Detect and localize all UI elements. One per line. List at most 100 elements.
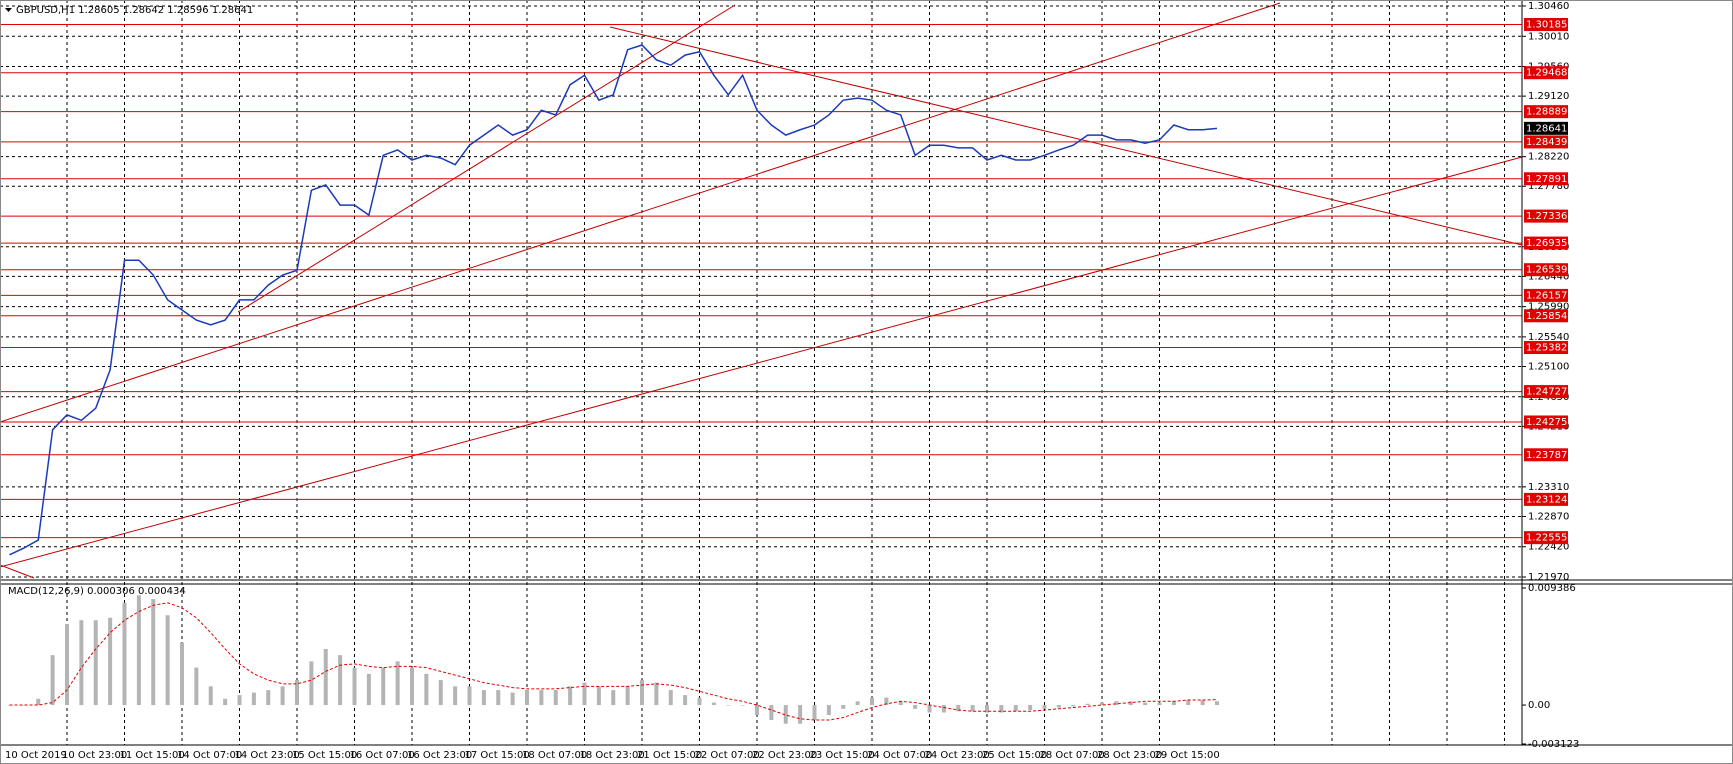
- y-tick-label: 1.30010: [1528, 31, 1569, 42]
- level-label-box: [1524, 263, 1568, 277]
- trend-line: [0, 156, 1523, 568]
- macd-bar: [165, 615, 170, 706]
- macd-bar: [812, 705, 817, 721]
- x-tick-label: 15 Oct 15:00: [292, 750, 357, 761]
- level-label: 1.25854: [1526, 311, 1567, 322]
- macd-bar: [251, 692, 256, 706]
- grid: [0, 0, 1522, 745]
- x-tick-label: 22 Oct 23:00: [752, 750, 817, 761]
- macd-bar: [453, 686, 458, 706]
- y-tick-label: 1.21970: [1528, 572, 1569, 583]
- x-tick-label: 14 Oct 07:00: [177, 750, 242, 761]
- macd-bar: [136, 595, 141, 706]
- collapse-icon[interactable]: [5, 8, 12, 12]
- symbol-title: GBPUSD,H1 1.28605 1.28642 1.28596 1.2864…: [16, 5, 253, 16]
- level-label: 1.27891: [1526, 174, 1567, 185]
- macd-bar: [970, 705, 975, 712]
- level-label: 1.30185: [1526, 19, 1567, 30]
- level-label-box: [1524, 66, 1568, 80]
- level-label: 1.23124: [1526, 494, 1567, 505]
- level-label-box: [1524, 17, 1568, 31]
- data-layer: [0, 23, 1522, 724]
- macd-bar: [366, 673, 371, 706]
- y-tick-label: 1.28220: [1528, 152, 1569, 163]
- macd-bar: [683, 695, 688, 706]
- macd-bar: [985, 705, 989, 713]
- level-label-box: [1524, 172, 1568, 186]
- y-tick-label: 1.25990: [1528, 302, 1569, 313]
- y-tick-label: 1.29120: [1528, 91, 1569, 102]
- macd-bar: [553, 690, 558, 706]
- macd-bar: [568, 686, 573, 706]
- macd-bar: [410, 667, 414, 706]
- macd-bar: [36, 698, 41, 706]
- level-label: 1.26157: [1526, 290, 1567, 301]
- macd-bar: [841, 705, 846, 709]
- macd-bar: [1128, 701, 1133, 706]
- macd-bar: [1085, 703, 1090, 706]
- macd-bar: [1114, 701, 1119, 706]
- macd-bar: [481, 690, 486, 706]
- macd-bar: [654, 682, 659, 706]
- macd-bar: [1013, 705, 1018, 712]
- level-label-box: [1524, 341, 1568, 355]
- macd-bar: [1056, 705, 1061, 708]
- level-label-box: [1524, 415, 1568, 429]
- macd-bar: [826, 705, 831, 716]
- y-tick-label: 1.30460: [1528, 1, 1569, 12]
- x-tick-label: 29 Oct 15:00: [1155, 750, 1220, 761]
- macd-bar: [726, 705, 731, 706]
- level-label-box: [1524, 385, 1568, 399]
- x-tick-label: 10 Oct 23:00: [62, 750, 127, 761]
- macd-bar: [711, 702, 716, 706]
- x-tick-label: 23 Oct 15:00: [810, 750, 875, 761]
- macd-bar: [999, 705, 1004, 713]
- macd-bar: [395, 661, 400, 706]
- macd-bar: [424, 673, 429, 706]
- macd-bar: [1100, 702, 1104, 706]
- macd-bar: [93, 620, 98, 706]
- x-tick-label: 21 Oct 15:00: [637, 750, 702, 761]
- level-label: 1.29468: [1526, 68, 1567, 79]
- macd-bar: [352, 667, 357, 706]
- macd-bar: [496, 690, 501, 706]
- macd-bar: [1157, 702, 1162, 706]
- macd-bar: [941, 705, 946, 713]
- macd-bar: [1171, 701, 1176, 706]
- macd-bar: [223, 698, 228, 706]
- level-label-box: [1524, 492, 1568, 506]
- macd-bar: [525, 690, 529, 706]
- macd-bar: [884, 697, 889, 706]
- macd-bar: [338, 655, 343, 706]
- macd-bar: [381, 667, 386, 706]
- level-label-box: [1524, 309, 1568, 323]
- macd-bar: [21, 705, 26, 706]
- macd-bar: [438, 680, 443, 706]
- macd-bar: [625, 686, 630, 706]
- macd-bar: [122, 602, 127, 706]
- macd-bar: [151, 599, 156, 706]
- macd-bar: [755, 705, 759, 716]
- y-tick-label: 1.22870: [1528, 511, 1569, 522]
- macd-bar: [582, 682, 587, 706]
- x-tick-label: 22 Oct 07:00: [695, 750, 760, 761]
- y-tick-label: 1.23310: [1528, 482, 1569, 493]
- last-price-label: 1.28641: [1526, 123, 1567, 134]
- macd-bar: [1215, 701, 1219, 706]
- macd-bar: [79, 620, 84, 706]
- x-tick-label: 28 Oct 07:00: [1040, 750, 1105, 761]
- macd-bar: [539, 690, 544, 706]
- x-tick-label: 14 Oct 23:00: [235, 750, 300, 761]
- macd-bar: [280, 686, 285, 706]
- level-label: 1.25382: [1526, 343, 1567, 354]
- signal-line: [9, 602, 1218, 721]
- indicator-title: MACD(12,26,9) 0.000306 0.000434: [8, 586, 186, 597]
- level-label: 1.24275: [1526, 417, 1567, 428]
- level-label-box: [1524, 209, 1568, 223]
- macd-bar: [467, 686, 472, 706]
- x-tick-label: 28 Oct 23:00: [1097, 750, 1162, 761]
- x-tick-label: 17 Oct 15:00: [465, 750, 530, 761]
- level-label-box: [1524, 135, 1568, 149]
